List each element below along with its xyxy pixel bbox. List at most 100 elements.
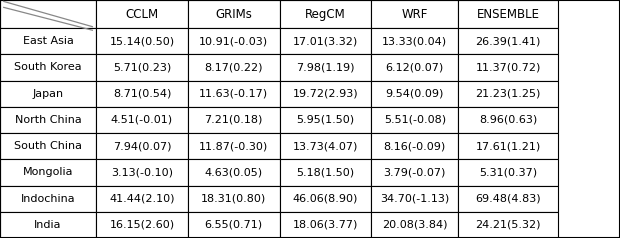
Bar — [96, 133, 188, 159]
Text: 5.31(0.37): 5.31(0.37) — [479, 167, 537, 177]
Bar — [280, 159, 371, 186]
Bar — [96, 107, 188, 133]
Bar — [371, 107, 458, 133]
Text: 16.15(2.60): 16.15(2.60) — [109, 220, 175, 230]
Bar — [0, 0, 96, 28]
Text: 17.01(3.32): 17.01(3.32) — [293, 36, 358, 46]
Text: 18.31(0.80): 18.31(0.80) — [201, 194, 267, 204]
Text: 21.23(1.25): 21.23(1.25) — [476, 89, 541, 99]
Text: India: India — [34, 220, 62, 230]
Bar — [458, 133, 558, 159]
Bar — [371, 0, 458, 28]
Bar — [280, 186, 371, 212]
Text: 7.98(1.19): 7.98(1.19) — [296, 62, 355, 72]
Text: 9.54(0.09): 9.54(0.09) — [386, 89, 444, 99]
Text: 19.72(2.93): 19.72(2.93) — [293, 89, 358, 99]
Bar — [371, 186, 458, 212]
Text: GRIMs: GRIMs — [215, 8, 252, 20]
Text: 15.14(0.50): 15.14(0.50) — [109, 36, 175, 46]
Bar — [458, 159, 558, 186]
Text: 3.13(-0.10): 3.13(-0.10) — [111, 167, 173, 177]
Bar — [188, 0, 280, 28]
Text: 5.95(1.50): 5.95(1.50) — [296, 115, 355, 125]
Bar — [188, 81, 280, 107]
Text: 13.33(0.04): 13.33(0.04) — [382, 36, 448, 46]
Text: 26.39(1.41): 26.39(1.41) — [476, 36, 541, 46]
Text: 8.17(0.22): 8.17(0.22) — [205, 62, 263, 72]
Text: 20.08(3.84): 20.08(3.84) — [382, 220, 448, 230]
Text: Mongolia: Mongolia — [23, 167, 73, 177]
Text: Indochina: Indochina — [20, 194, 76, 204]
Bar — [458, 81, 558, 107]
Bar — [371, 54, 458, 81]
Bar — [458, 212, 558, 238]
Text: 3.79(-0.07): 3.79(-0.07) — [384, 167, 446, 177]
Text: 6.55(0.71): 6.55(0.71) — [205, 220, 263, 230]
Text: 8.71(0.54): 8.71(0.54) — [113, 89, 171, 99]
Bar — [280, 28, 371, 54]
Text: South China: South China — [14, 141, 82, 151]
Text: 13.73(4.07): 13.73(4.07) — [293, 141, 358, 151]
Bar — [188, 107, 280, 133]
Bar — [96, 81, 188, 107]
Bar — [458, 28, 558, 54]
Text: 5.71(0.23): 5.71(0.23) — [113, 62, 171, 72]
Text: Japan: Japan — [32, 89, 64, 99]
Text: East Asia: East Asia — [22, 36, 74, 46]
Text: 11.63(-0.17): 11.63(-0.17) — [199, 89, 268, 99]
Text: 41.44(2.10): 41.44(2.10) — [109, 194, 175, 204]
Text: 18.06(3.77): 18.06(3.77) — [293, 220, 358, 230]
Bar — [371, 133, 458, 159]
Text: 11.37(0.72): 11.37(0.72) — [476, 62, 541, 72]
Text: North China: North China — [15, 115, 81, 125]
Bar — [280, 0, 371, 28]
Bar — [96, 159, 188, 186]
Bar — [96, 0, 188, 28]
Text: 6.12(0.07): 6.12(0.07) — [386, 62, 444, 72]
Bar — [458, 54, 558, 81]
Bar — [96, 212, 188, 238]
Bar — [371, 28, 458, 54]
Bar — [280, 107, 371, 133]
Bar — [188, 28, 280, 54]
Bar — [188, 212, 280, 238]
Text: 8.16(-0.09): 8.16(-0.09) — [384, 141, 446, 151]
Text: 17.61(1.21): 17.61(1.21) — [476, 141, 541, 151]
Text: 34.70(-1.13): 34.70(-1.13) — [380, 194, 450, 204]
Text: 5.18(1.50): 5.18(1.50) — [296, 167, 355, 177]
Bar — [0, 159, 96, 186]
Text: 69.48(4.83): 69.48(4.83) — [476, 194, 541, 204]
Text: WRF: WRF — [402, 8, 428, 20]
Bar — [0, 54, 96, 81]
Bar — [280, 54, 371, 81]
Text: South Korea: South Korea — [14, 62, 82, 72]
Bar — [96, 54, 188, 81]
Text: 7.21(0.18): 7.21(0.18) — [205, 115, 263, 125]
Text: 11.87(-0.30): 11.87(-0.30) — [199, 141, 268, 151]
Text: 5.51(-0.08): 5.51(-0.08) — [384, 115, 446, 125]
Bar — [188, 159, 280, 186]
Bar — [0, 133, 96, 159]
Bar — [280, 133, 371, 159]
Text: 46.06(8.90): 46.06(8.90) — [293, 194, 358, 204]
Bar — [96, 28, 188, 54]
Text: 7.94(0.07): 7.94(0.07) — [113, 141, 171, 151]
Bar — [0, 186, 96, 212]
Bar — [0, 107, 96, 133]
Bar — [188, 186, 280, 212]
Text: ENSEMBLE: ENSEMBLE — [477, 8, 539, 20]
Text: 4.51(-0.01): 4.51(-0.01) — [111, 115, 173, 125]
Text: RegCM: RegCM — [305, 8, 346, 20]
Bar — [458, 186, 558, 212]
Bar — [0, 212, 96, 238]
Bar — [371, 159, 458, 186]
Text: 24.21(5.32): 24.21(5.32) — [476, 220, 541, 230]
Bar — [0, 81, 96, 107]
Bar — [458, 0, 558, 28]
Bar — [188, 54, 280, 81]
Bar — [458, 107, 558, 133]
Bar — [280, 81, 371, 107]
Bar — [0, 28, 96, 54]
Bar — [96, 186, 188, 212]
Bar — [371, 81, 458, 107]
